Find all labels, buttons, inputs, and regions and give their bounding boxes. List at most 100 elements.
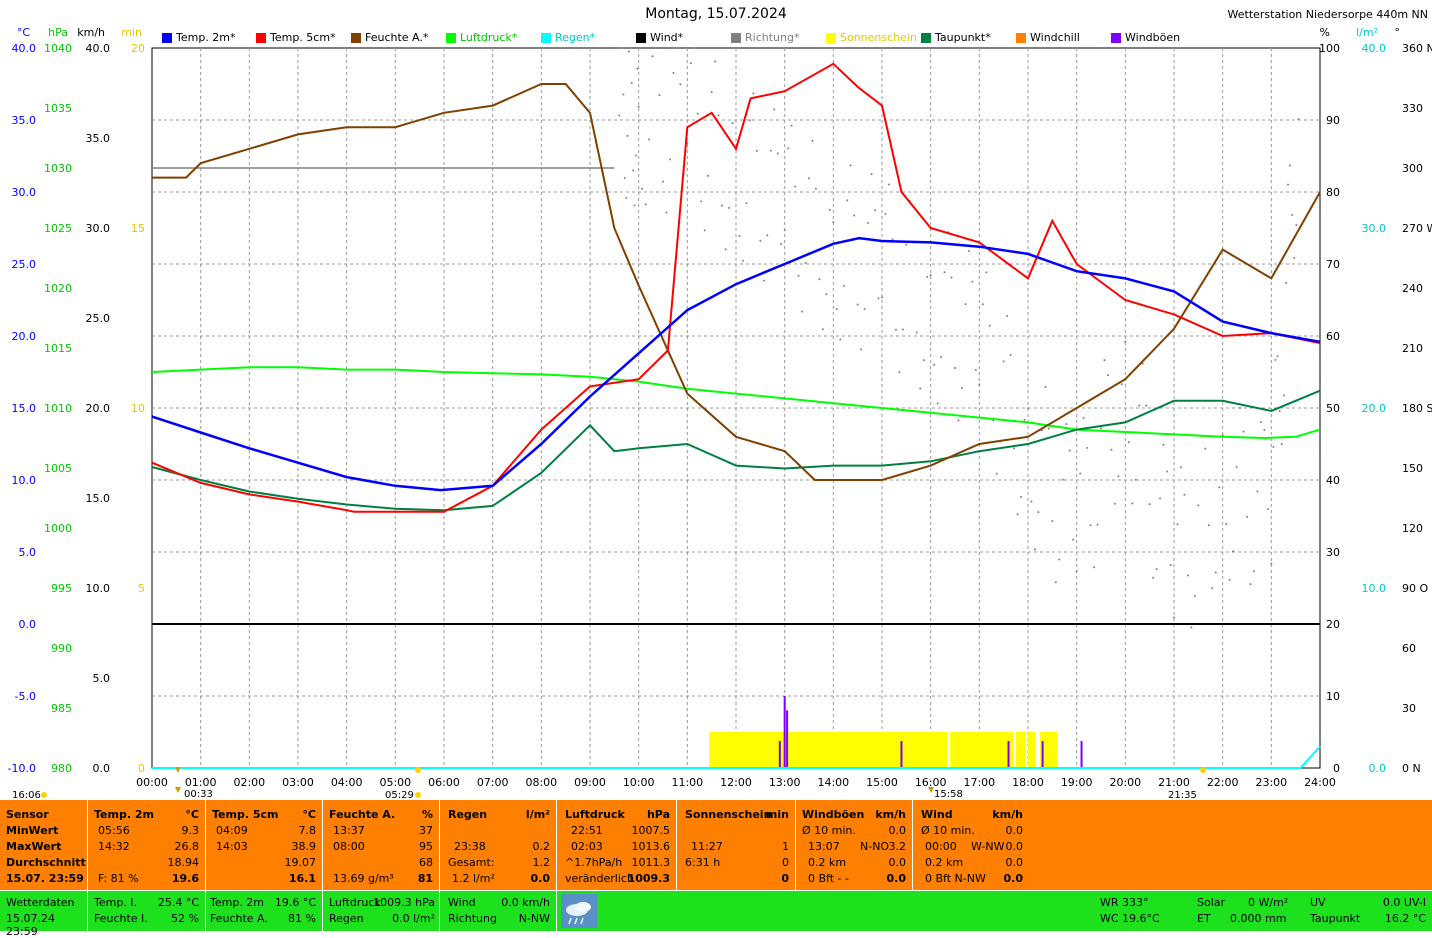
direction-point [1193, 595, 1196, 598]
axis-tick-press: 1010 [44, 402, 72, 415]
direction-point [1075, 570, 1078, 573]
direction-point [1134, 478, 1137, 481]
direction-point [1190, 626, 1193, 629]
direction-point [1013, 447, 1016, 450]
current-solar: 0 W/m² [1248, 896, 1289, 909]
stats-druck-header: Luftdruck [565, 808, 625, 821]
axis-tick-x: 15:00 [866, 776, 898, 789]
direction-point [933, 363, 936, 366]
current-richtung-label: Richtung [448, 912, 497, 925]
direction-point [1152, 576, 1155, 579]
axis-tick-temp: 30.0 [12, 186, 37, 199]
direction-point [981, 303, 984, 306]
stats-boeen-avg: 0.0 [888, 856, 907, 869]
direction-point [839, 338, 842, 341]
direction-point [814, 187, 817, 190]
marker-moonrise: 00:33 [184, 789, 213, 800]
direction-point [926, 275, 929, 278]
direction-point [644, 203, 647, 206]
direction-point [637, 105, 640, 108]
axis-tick-temp: 25.0 [12, 258, 37, 271]
axis-tick-dir: 60 [1402, 642, 1416, 655]
direction-point [898, 371, 901, 374]
direction-point [1274, 358, 1277, 361]
legend-item: Windchill [1016, 31, 1080, 44]
direction-point [860, 348, 863, 351]
legend-item: Richtung* [731, 31, 799, 44]
stats-sensor-header: Sensor [6, 808, 49, 821]
stats-regen-unit: l/m² [525, 808, 550, 821]
direction-point [1016, 513, 1019, 516]
stats-boeen-avg-label: Ø 10 min. [802, 824, 856, 837]
stats-sonne-max: 1 [782, 840, 789, 853]
direction-point [1093, 566, 1096, 569]
direction-point [1068, 449, 1071, 452]
axis-unit-wind: km/h [77, 26, 105, 39]
direction-point [1197, 504, 1200, 507]
legend-item: Temp. 5cm* [256, 31, 336, 44]
direction-point [1103, 359, 1106, 362]
axis-tick-rain: 20.0 [1362, 402, 1387, 415]
direction-point [1239, 406, 1242, 409]
sun-marker-icon [415, 767, 421, 773]
sunshine-bar [709, 732, 948, 768]
direction-point [971, 280, 974, 283]
stats-temp2m-current: 19.6 [171, 872, 199, 885]
legend-label: Windchill [1030, 31, 1080, 44]
current-feuchtea: 81 % [288, 912, 316, 925]
stats-wind-bft: 0 Bft N-NW [925, 872, 986, 885]
direction-point [1124, 340, 1127, 343]
legend-item: Luftdruck* [446, 31, 517, 44]
direction-point [825, 293, 828, 296]
direction-point [1276, 355, 1279, 358]
direction-point [922, 359, 925, 362]
axis-tick-dir: 300 [1402, 162, 1423, 175]
axis-tick-x: 00:00 [136, 776, 168, 789]
direction-point [710, 91, 713, 94]
direction-point [1166, 470, 1169, 473]
current-tempi: 25.4 °C [157, 896, 199, 909]
stats-boeen-run: 0.2 km [808, 856, 847, 869]
axis-tick-press: 1035 [44, 102, 72, 115]
direction-point [731, 122, 734, 125]
direction-point [766, 234, 769, 237]
direction-point [874, 209, 877, 212]
current-et: 0.000 mm [1230, 912, 1287, 925]
sun-marker-icon [415, 792, 421, 798]
direction-point [1054, 581, 1057, 584]
axis-tick-x: 16:00 [915, 776, 947, 789]
direction-point [1002, 360, 1005, 363]
axis-tick-sun: 15 [131, 222, 145, 235]
direction-point [811, 139, 814, 142]
axis-tick-dir: 270 W [1402, 222, 1432, 235]
direction-point [1037, 511, 1040, 514]
direction-point [1186, 574, 1189, 577]
direction-point [1214, 571, 1217, 574]
direction-point [988, 324, 991, 327]
direction-point [1082, 417, 1085, 420]
direction-point [651, 55, 654, 58]
legend-label: Temp. 2m* [176, 31, 236, 44]
current-solar-label: Solar [1197, 896, 1226, 909]
stats-temp5cm-max-time: 14:03 [216, 840, 248, 853]
axis-tick-rain: 30.0 [1362, 222, 1387, 235]
direction-point [832, 221, 835, 224]
direction-point [1228, 578, 1231, 581]
axis-tick-wind: 40.0 [86, 42, 111, 55]
series-line [151, 366, 1321, 440]
direction-point [1256, 490, 1259, 493]
current-taupunkt: 16.2 °C [1384, 912, 1426, 925]
stats-regen-max: 0.2 [532, 840, 551, 853]
stats-temp2m-min-time: 05:56 [98, 824, 130, 837]
direction-point [714, 60, 717, 63]
direction-point [693, 47, 696, 49]
direction-point [936, 402, 939, 405]
current-et-label: ET [1197, 912, 1211, 925]
direction-point [835, 308, 838, 311]
series-line [151, 236, 1321, 492]
sunshine-bar [1040, 732, 1058, 768]
axis-unit-press: hPa [48, 26, 68, 39]
direction-point [1155, 568, 1158, 571]
direction-point [668, 158, 671, 161]
direction-point [721, 204, 724, 207]
